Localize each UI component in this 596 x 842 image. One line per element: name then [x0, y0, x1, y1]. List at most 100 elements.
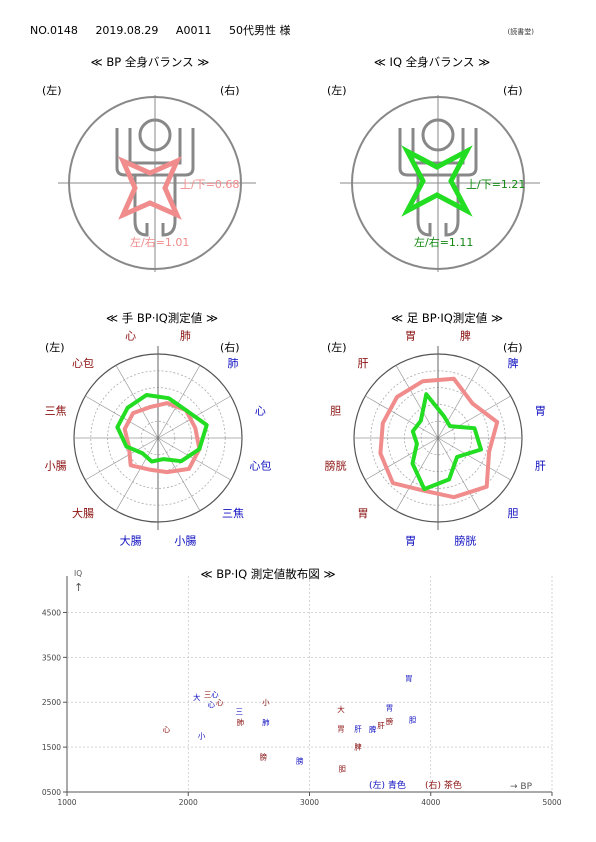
scatter-point: 胃 [405, 674, 413, 683]
scatter-point: 膀 [260, 752, 268, 762]
y-tick-label: 4500 [42, 608, 61, 617]
radar-category-label: 肝 [358, 357, 369, 370]
radar-category-label: 胆 [330, 405, 341, 418]
scatter-point: 胃 [337, 725, 345, 734]
scatter-point: 小 [198, 731, 206, 740]
radar-series [410, 392, 483, 492]
radar-category-label: 心 [255, 405, 266, 418]
scatter-point: 肝 [377, 721, 385, 730]
radar-category-label: 心 [125, 330, 136, 343]
radar-series [122, 401, 202, 475]
radar-category-label: 胃 [405, 534, 416, 547]
radar-spoke [365, 395, 439, 439]
subject-code: A0011 [175, 24, 212, 37]
y-axis-arrow-icon: ↑ [74, 581, 83, 594]
scatter-point: 肺 [262, 718, 270, 727]
scatter-point: 心 [216, 698, 224, 707]
radar-spoke [157, 437, 201, 511]
iq-balance-star [401, 145, 473, 217]
bp-right-label: (右) [220, 83, 240, 97]
subject-name: 50代男性 様 [228, 24, 291, 37]
y-axis-label: IQ [74, 569, 82, 578]
scatter-title: ≪ BP·IQ 測定値散布図 ≫ [201, 567, 336, 581]
x-tick-label: 2000 [179, 798, 198, 807]
y-tick-label: 0500 [42, 788, 61, 797]
radar-left-label: (左) [45, 341, 65, 354]
x-tick-label: 5000 [542, 798, 561, 807]
legend-left: (左) 青色 [369, 779, 406, 791]
x-tick-label: 3000 [300, 798, 319, 807]
radar-spoke [437, 437, 481, 511]
radar-category-label: 心包 [249, 459, 271, 472]
scatter-point: 膀 [296, 756, 304, 766]
scatter-point: 脾 [369, 724, 377, 734]
iq-ratio-left-right: 左/右=1.11 [414, 235, 473, 249]
radar-right-label: (右) [220, 340, 240, 354]
bp-left-label: (左) [42, 84, 62, 97]
radar-category-label: 胃 [405, 330, 416, 343]
x-tick-label: 4000 [421, 798, 440, 807]
radar-right-label: (右) [503, 340, 523, 354]
radar-category-label: 大腸 [120, 533, 142, 547]
record-number: NO.0148 [30, 24, 78, 37]
radar-category-label: 胆 [508, 507, 519, 520]
scatter-point: 膀 [386, 716, 394, 726]
scatter-point: 心 [208, 700, 216, 709]
radar-spoke [437, 395, 511, 439]
x-axis-label: → BP [510, 782, 533, 792]
radar-title: ≪ 足 BP·IQ測定値 ≫ [391, 311, 503, 325]
radar-spoke [395, 365, 439, 439]
scatter-point: 肺 [237, 718, 245, 727]
scatter-point: 肝 [354, 725, 362, 734]
iq-right-label: (右) [503, 83, 523, 97]
radar-category-label: 脾 [508, 356, 519, 370]
y-tick-label: 2500 [42, 698, 61, 707]
x-tick-label: 1000 [57, 798, 76, 807]
iq-ratio-upper-lower: 上/下=1.21 [466, 178, 525, 191]
radar-category-label: 小腸 [174, 534, 196, 547]
iq-left-label: (左) [327, 84, 347, 97]
report-header: NO.0148 2019.08.29 A0011 50代男性 様 [30, 22, 304, 38]
radar-category-label: 三焦 [222, 507, 244, 520]
radar-category-label: 胃 [535, 405, 546, 418]
scatter-point: 大 [337, 704, 345, 714]
scatter-point: 三 [235, 707, 243, 716]
radar-category-label: 肝 [535, 459, 546, 472]
bp-ratio-upper-lower: 上/下=0.68 [180, 178, 239, 191]
radar-spoke [157, 365, 201, 439]
bp-ratio-left-right: 左/右=1.01 [130, 235, 189, 249]
scatter-point: 胆 [409, 715, 417, 724]
bp-balance-star [118, 156, 182, 220]
report-date: 2019.08.29 [95, 24, 159, 37]
scatter-point: 心 [163, 725, 171, 734]
radar-category-label: 胃 [358, 507, 369, 520]
radar-spoke [85, 437, 159, 481]
radar-category-label: 脾 [460, 329, 471, 343]
iq-balance-title: ≪ IQ 全身バランス ≫ [374, 55, 490, 69]
scatter-point: 胆 [338, 765, 346, 774]
scatter-point: 心 [211, 690, 219, 699]
scatter-point: 大 [193, 692, 201, 702]
radar-spoke [437, 365, 481, 439]
radar-category-label: 膀胱 [325, 458, 347, 472]
bp-balance-diagram [58, 95, 256, 272]
scatter-point: 小 [262, 698, 270, 707]
y-tick-label: 1500 [42, 743, 61, 752]
radar-category-label: 肺 [180, 330, 191, 343]
radar-spoke [115, 437, 159, 511]
radar-category-label: 三焦 [45, 405, 67, 418]
publisher-note: (読書堂) [507, 28, 534, 36]
scatter-point: 胃 [386, 704, 394, 713]
radar-category-label: 心包 [72, 357, 94, 370]
bp-balance-title: ≪ BP 全身バランス ≫ [91, 55, 210, 69]
radar-spoke [365, 437, 439, 481]
radar-left-label: (左) [327, 341, 347, 354]
scatter-point: 三 [204, 690, 212, 699]
iq-balance-diagram [340, 95, 540, 272]
legend-right: (右) 茶色 [425, 779, 462, 791]
radar-series [115, 393, 209, 464]
radar-title: ≪ 手 BP·IQ測定値 ≫ [106, 311, 218, 325]
radar-category-label: 肺 [228, 357, 239, 370]
